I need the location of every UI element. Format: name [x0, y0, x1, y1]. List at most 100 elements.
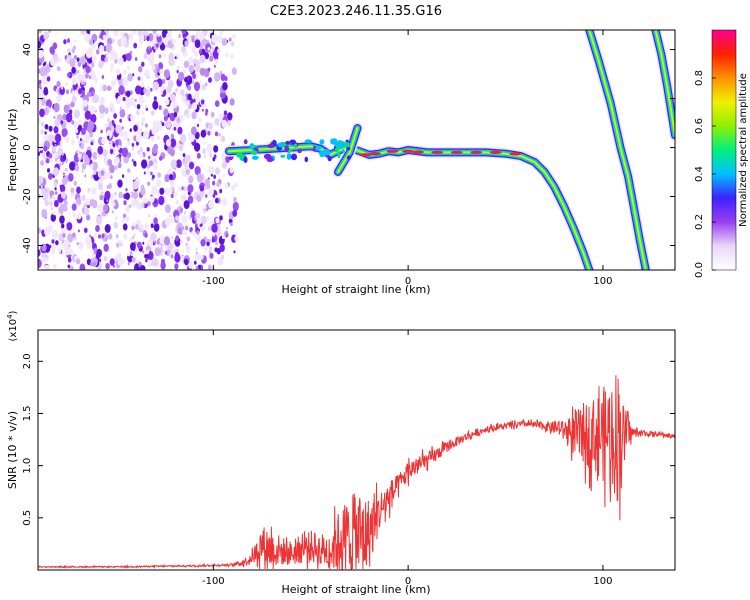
noise-blob [161, 78, 166, 84]
noise-blob [165, 120, 172, 129]
noise-blob [115, 216, 118, 221]
noise-blob [50, 213, 56, 222]
noise-blob [42, 152, 46, 158]
noise-blob [136, 266, 140, 270]
noise-blob [158, 248, 162, 254]
noise-blob [194, 39, 201, 49]
noise-blob [109, 258, 115, 266]
track-steep-1 [588, 30, 647, 270]
noise-blob [170, 181, 175, 188]
noise-blob [165, 217, 172, 227]
noise-blob [142, 111, 145, 115]
track-blob [266, 156, 274, 163]
noise-blob [139, 40, 143, 45]
noise-blob [132, 198, 138, 206]
noise-blob [182, 68, 186, 74]
noise-blob [106, 199, 109, 203]
noise-blob [145, 258, 148, 263]
noise-blob [137, 76, 141, 81]
noise-blob [204, 141, 207, 145]
noise-blob [38, 176, 41, 182]
noise-blob [172, 100, 178, 109]
noise-blob [180, 133, 187, 143]
noise-blob [119, 118, 122, 123]
noise-blob [49, 201, 53, 207]
snr-y-label: SNR (10 * v/v) [6, 411, 19, 489]
colorbar-tick-label: 0.2 [694, 214, 705, 230]
x-tick-label: 0 [405, 276, 411, 287]
noise-blob [89, 234, 91, 238]
noise-blob [85, 49, 93, 59]
noise-blob [38, 30, 43, 34]
noise-blob [155, 178, 162, 187]
noise-blob [119, 109, 126, 118]
noise-blob [43, 264, 51, 270]
noise-blob [188, 175, 194, 184]
noise-blob [143, 53, 148, 60]
noise-blob [108, 183, 112, 190]
noise-blob [92, 151, 98, 160]
noise-blob [170, 133, 175, 139]
noise-blob [133, 192, 138, 200]
noise-blob [53, 152, 59, 159]
noise-blob [108, 233, 113, 240]
noise-blob [59, 215, 65, 224]
noise-blob [212, 232, 216, 237]
spectrogram-panel: -100 0 100 40 20 0 -20 -40 Height of straight … [6, 29, 676, 296]
colorbar-label: Normalized spectral amplitude [738, 73, 749, 227]
noise-blob [174, 191, 178, 197]
noise-blob [207, 47, 211, 51]
noise-blob [134, 98, 137, 102]
noise-blob [149, 52, 155, 61]
noise-blob [196, 73, 199, 78]
noise-blob [83, 134, 90, 144]
noise-blob [142, 31, 145, 35]
noise-blob [120, 242, 123, 247]
track-blob [341, 149, 345, 154]
noise-blob [147, 54, 151, 59]
noise-blob [192, 73, 197, 79]
noise-blob [96, 153, 100, 159]
noise-blob [144, 254, 148, 259]
noise-blob [81, 127, 86, 136]
track-core-segment [369, 152, 381, 156]
noise-blob [65, 82, 69, 87]
noise-blob [185, 225, 189, 231]
noise-blob [199, 185, 204, 192]
noise-blob [86, 214, 91, 221]
noise-blob [198, 49, 202, 54]
noise-blob [191, 102, 198, 111]
noise-blob [213, 72, 221, 82]
noise-blob [53, 167, 60, 177]
noise-blob [133, 124, 138, 132]
noise-blob [183, 186, 187, 192]
noise-blob [109, 148, 114, 155]
noise-blob [57, 147, 63, 156]
noise-blob [201, 108, 204, 112]
noise-blob [133, 233, 136, 237]
noise-blob [207, 131, 211, 136]
noise-blob [56, 66, 61, 71]
track-core-segment [386, 149, 399, 153]
noise-blob [52, 244, 56, 251]
y-tick-label: -20 [22, 188, 33, 204]
noise-blob [132, 180, 139, 190]
noise-blob [233, 196, 237, 203]
noise-blob [193, 81, 201, 92]
noise-blob [215, 229, 221, 237]
noise-blob [150, 87, 153, 92]
noise-blob [139, 76, 143, 82]
noise-blob [207, 226, 212, 232]
noise-blob [90, 248, 94, 253]
noise-blob [65, 89, 70, 95]
noise-blob [208, 152, 211, 156]
noise-blob [136, 241, 142, 249]
noise-blob [159, 68, 163, 75]
noise-blob [221, 198, 228, 206]
noise-blob [52, 147, 57, 153]
noise-blob [122, 77, 129, 86]
noise-blob [197, 264, 201, 270]
noise-blob [93, 170, 97, 175]
noise-blob [100, 129, 103, 134]
noise-blob [174, 58, 177, 63]
